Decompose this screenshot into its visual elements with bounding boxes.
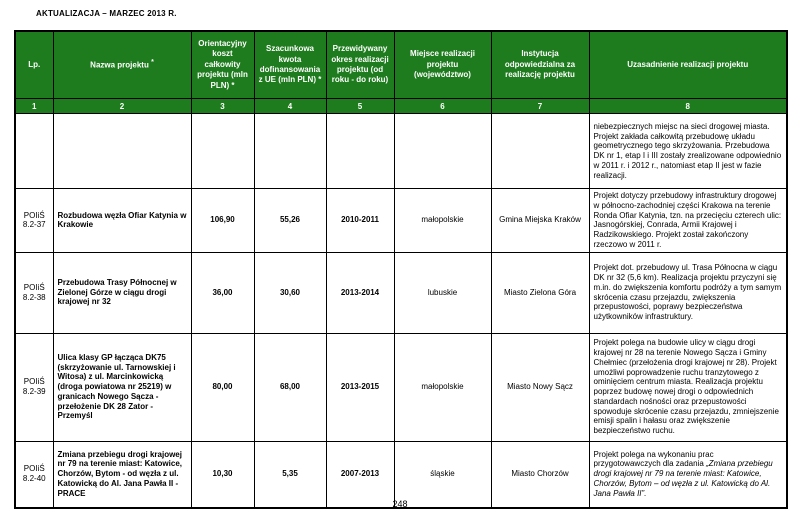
justification-text: niebezpiecznych miejsc na sieci drogowej… xyxy=(593,121,782,180)
col-header-total-cost-label: Orientacyjny koszt całkowity projektu (m… xyxy=(197,39,248,90)
justification-text: Projekt polega na budowie ulicy w ciągu … xyxy=(593,338,779,435)
cell-period: 2010-2011 xyxy=(325,188,395,253)
col-header-location: Miejsce realizacji projektu (województwo… xyxy=(393,30,492,99)
col-header-lp: Lp. xyxy=(14,30,54,99)
cell-project-name: Zmiana przebiegu drogi krajowej nr 79 na… xyxy=(52,440,192,508)
cell-period: 2013-2014 xyxy=(325,251,395,334)
cell-project-id: POIiŚ 8.2-37 xyxy=(14,188,54,253)
cell-justification: Projekt polega na budowie ulicy w ciągu … xyxy=(588,332,788,442)
cell-period: 2007-2013 xyxy=(325,440,395,508)
cell-voivodeship: śląskie xyxy=(393,440,492,508)
cell-total-cost: 10,30 xyxy=(190,440,255,508)
column-number: 1 xyxy=(14,98,54,114)
cell-period: 2013-2015 xyxy=(325,332,395,442)
justification-text: Projekt dot. przebudowy ul. Trasa Północ… xyxy=(593,263,782,321)
cell-eu-funding: 30,60 xyxy=(253,251,327,334)
cell-eu-funding: 55,26 xyxy=(253,188,327,253)
cell-project-id: POIiŚ 8.2-39 xyxy=(14,332,54,442)
cell-project-name xyxy=(52,113,192,189)
col-header-eu-funding: Szacunkowa kwota dofinansowania z UE (ml… xyxy=(253,30,327,99)
col-header-project-name-label: Nazwa projektu xyxy=(90,61,149,71)
cell-institution: Gmina Miejska Kraków xyxy=(490,188,590,253)
col-header-eu-funding-label: Szacunkowa kwota dofinansowania z UE (ml… xyxy=(258,44,322,85)
cell-voivodeship: małopolskie xyxy=(393,188,492,253)
col-header-period: Przewidywany okres realizacji projektu (… xyxy=(325,30,395,99)
cell-project-id: POIiŚ 8.2-38 xyxy=(14,251,54,334)
document-header: AKTUALIZACJA – MARZEC 2013 R. xyxy=(36,9,177,18)
justification-italic-text: „Zmiana przebiegu drogi krajowej nr 79 n… xyxy=(593,459,773,498)
cell-justification: Projekt polega na wykonaniu prac przygot… xyxy=(588,440,788,508)
table-row: POIiŚ 8.2-37 Rozbudowa węzła Ofiar Katyn… xyxy=(14,188,788,253)
col-header-institution: Instytucja odpowiedzialna za realizację … xyxy=(490,30,590,99)
justification-text: Projekt polega na wykonaniu prac przygot… xyxy=(593,449,714,469)
column-number: 6 xyxy=(393,98,492,114)
cell-institution: Miasto Nowy Sącz xyxy=(490,332,590,442)
footnote-asterisk: * xyxy=(151,59,154,67)
cell-voivodeship: lubuskie xyxy=(393,251,492,334)
cell-project-id: POIiŚ 8.2-40 xyxy=(14,440,54,508)
col-header-period-label: Przewidywany okres realizacji projektu (… xyxy=(331,44,389,85)
cell-justification: Projekt dot. przebudowy ul. Trasa Północ… xyxy=(588,251,788,334)
table-row: POIiŚ 8.2-40 Zmiana przebiegu drogi kraj… xyxy=(14,440,788,508)
cell-total-cost: 36,00 xyxy=(190,251,255,334)
column-number: 7 xyxy=(490,98,590,114)
cell-eu-funding: 5,35 xyxy=(253,440,327,508)
table-header-row: Lp. Nazwa projektu * Orientacyjny koszt … xyxy=(14,30,788,99)
table-row: POIiŚ 8.2-39 Ulica klasy GP łącząca DK75… xyxy=(14,332,788,442)
projects-table: Lp. Nazwa projektu * Orientacyjny koszt … xyxy=(14,30,788,509)
cell-total-cost: 106,90 xyxy=(190,188,255,253)
cell-eu-funding xyxy=(253,113,327,189)
justification-text: Projekt dotyczy przebudowy infrastruktur… xyxy=(593,191,782,249)
cell-total-cost: 80,00 xyxy=(190,332,255,442)
column-number: 8 xyxy=(588,98,788,114)
column-number: 4 xyxy=(253,98,327,114)
cell-justification: Projekt dotyczy przebudowy infrastruktur… xyxy=(588,188,788,253)
col-header-justification-label: Uzasadnienie realizacji projektu xyxy=(627,59,749,69)
col-header-total-cost: Orientacyjny koszt całkowity projektu (m… xyxy=(190,30,255,99)
cell-project-name: Ulica klasy GP łącząca DK75 (skrzyżowani… xyxy=(52,332,192,442)
cell-project-name: Rozbudowa węzła Ofiar Katynia w Krakowie xyxy=(52,188,192,253)
column-number-row: 1 2 3 4 5 6 7 8 xyxy=(14,98,788,114)
cell-institution xyxy=(490,113,590,189)
col-header-location-label: Miejsce realizacji projektu (województwo… xyxy=(410,49,475,80)
cell-project-name: Przebudowa Trasy Północnej w Zielonej Gó… xyxy=(52,251,192,334)
cell-institution: Miasto Zielona Góra xyxy=(490,251,590,334)
col-header-project-name: Nazwa projektu * xyxy=(52,30,192,99)
cell-period xyxy=(325,113,395,189)
page-number: 248 xyxy=(392,499,408,509)
cell-eu-funding: 68,00 xyxy=(253,332,327,442)
cell-project-id xyxy=(14,113,54,189)
col-header-lp-label: Lp. xyxy=(28,59,41,69)
cell-voivodeship: małopolskie xyxy=(393,332,492,442)
table-row: niebezpiecznych miejsc na sieci drogowej… xyxy=(14,113,788,189)
col-header-institution-label: Instytucja odpowiedzialna za realizację … xyxy=(504,49,576,80)
table-row: POIiŚ 8.2-38 Przebudowa Trasy Północnej … xyxy=(14,251,788,334)
column-number: 2 xyxy=(52,98,192,114)
cell-justification: niebezpiecznych miejsc na sieci drogowej… xyxy=(588,113,788,189)
cell-total-cost xyxy=(190,113,255,189)
cell-institution: Miasto Chorzów xyxy=(490,440,590,508)
column-number: 5 xyxy=(325,98,395,114)
column-number: 3 xyxy=(190,98,255,114)
cell-voivodeship xyxy=(393,113,492,189)
col-header-justification: Uzasadnienie realizacji projektu xyxy=(588,30,788,99)
